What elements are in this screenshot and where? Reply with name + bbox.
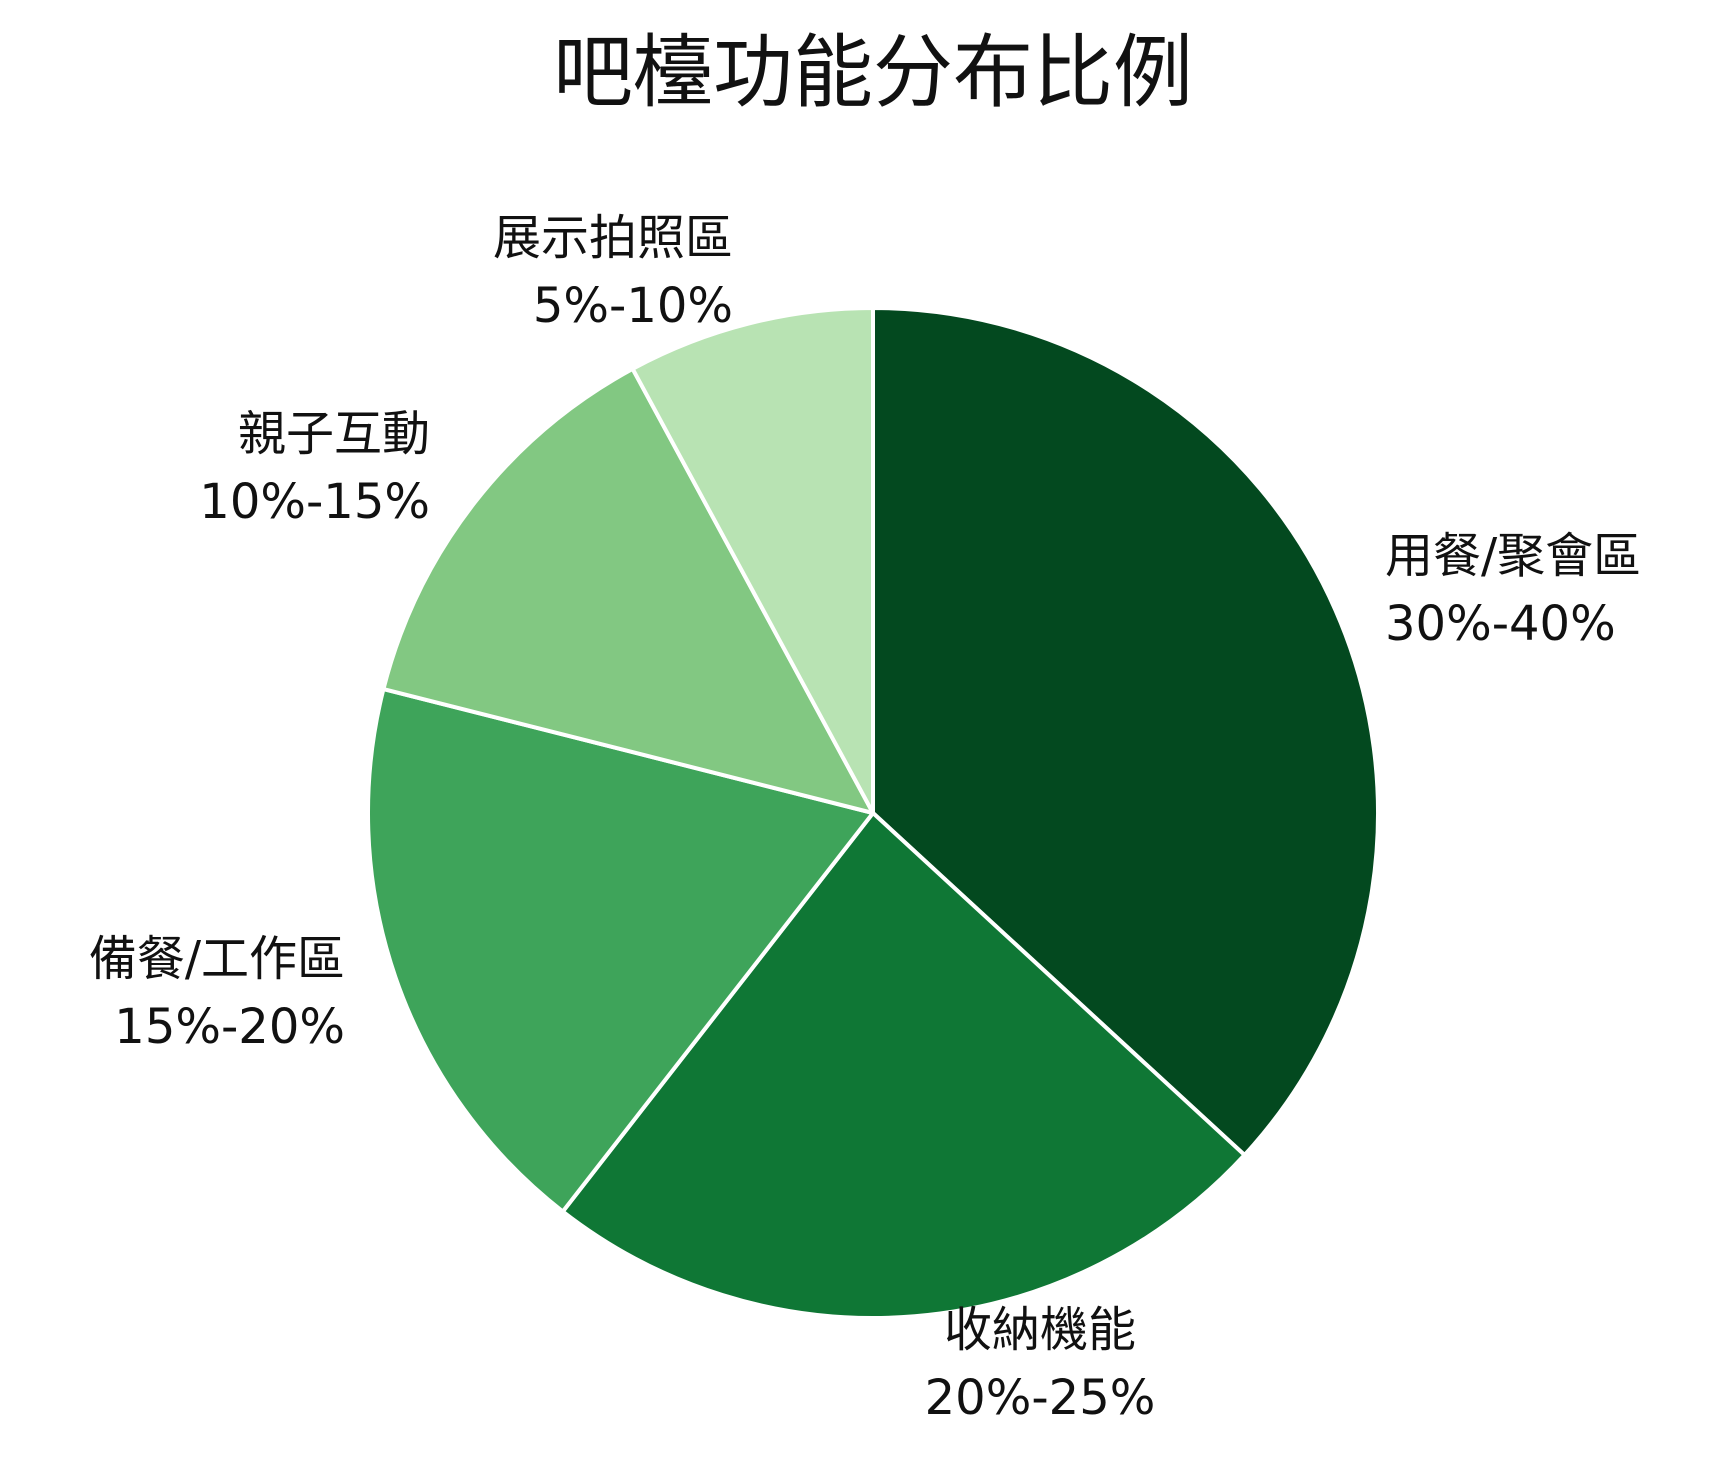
slice-label-name: 收納機能 (944, 1302, 1136, 1358)
pie-slice-4 (381, 366, 875, 815)
slice-label-name: 親子互動 (238, 406, 430, 462)
pie-slice-1 (871, 306, 1380, 1158)
slice-label-name: 用餐/聚會區 (1385, 528, 1641, 584)
pie-slice-5 (630, 306, 875, 815)
pie-slice-2 (560, 811, 1247, 1320)
slice-labels: 用餐/聚會區 30%-40% 收納機能 20%-25% 備餐/工作區 15%-20% 親子互… (89, 210, 1641, 1426)
slice-label-range: 5%-10% (533, 278, 733, 334)
slice-label-name: 展示拍照區 (493, 210, 733, 266)
pie-slices (366, 306, 1380, 1320)
pie-slice-3 (366, 687, 875, 1214)
slice-label-range: 10%-15% (199, 474, 430, 530)
slice-label-range: 20%-25% (925, 1370, 1156, 1426)
chart-title: 吧檯功能分布比例 (553, 26, 1193, 119)
slice-label-name: 備餐/工作區 (89, 931, 345, 987)
slice-label-range: 30%-40% (1385, 596, 1616, 652)
slice-label-range: 15%-20% (114, 999, 345, 1055)
